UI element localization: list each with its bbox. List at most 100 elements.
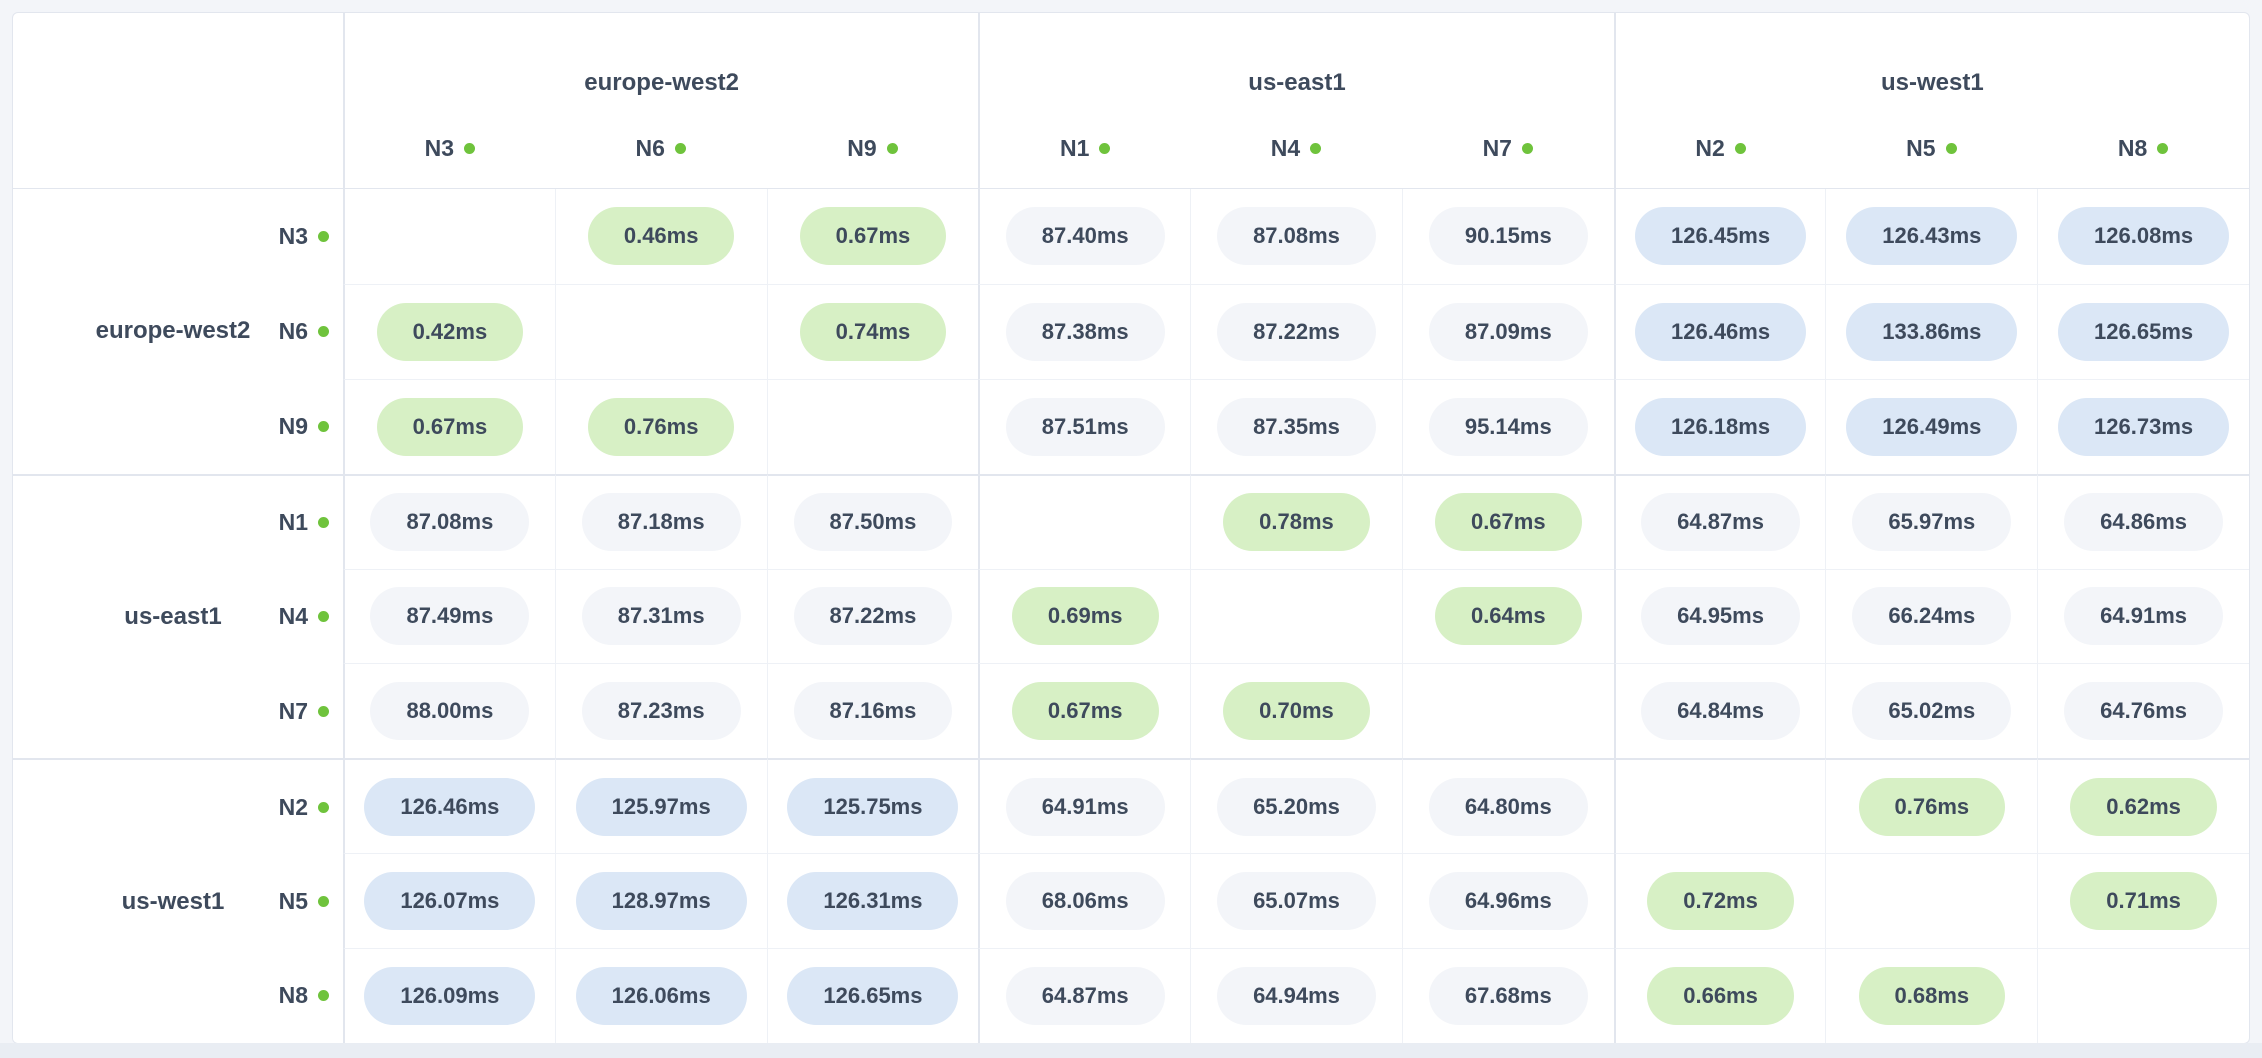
latency-pill: 126.65ms [2058, 302, 2230, 361]
node-status-dot [318, 420, 329, 432]
latency-cell-N1-N7: 0.67ms [1401, 473, 1614, 569]
latency-pill: 90.15ms [1428, 207, 1588, 266]
latency-cell-N3-N9: 0.67ms [766, 189, 979, 284]
latency-pill: 87.50ms [793, 493, 953, 552]
latency-pill: 126.43ms [1846, 207, 2018, 266]
row-node-header-N5: N5 [273, 855, 329, 949]
latency-pill: 65.20ms [1217, 777, 1376, 836]
latency-pill: 64.91ms [2064, 587, 2224, 646]
latency-pill: 0.71ms [2070, 872, 2217, 931]
column-node-label: N2 [1695, 135, 1725, 161]
latency-pill: 64.95ms [1641, 587, 1800, 646]
latency-pill: 64.96ms [1428, 872, 1588, 931]
latency-cell-N1-N2: 64.87ms [1613, 473, 1826, 569]
row-node-header-N3: N3 [273, 189, 329, 284]
latency-cell-N3-N3 [343, 189, 555, 284]
latency-pill: 87.38ms [1005, 302, 1165, 361]
latency-cell-N9-N6: 0.76ms [554, 378, 767, 474]
latency-cell-N6-N5: 133.86ms [1825, 283, 2038, 379]
latency-pill: 68.06ms [1005, 872, 1165, 931]
latency-cell-N6-N3: 0.42ms [343, 283, 555, 379]
latency-cell-N1-N6: 87.18ms [554, 473, 767, 569]
latency-cell-N1-N3: 87.08ms [343, 473, 555, 569]
latency-pill: 87.18ms [581, 493, 741, 552]
column-node-header-N8: N8 [2037, 109, 2249, 189]
latency-cell-N3-N4: 87.08ms [1190, 189, 1402, 284]
latency-pill: 0.72ms [1647, 872, 1794, 931]
latency-pill: 126.73ms [2058, 397, 2230, 456]
latency-cell-N1-N9: 87.50ms [766, 473, 979, 569]
latency-cell-N7-N9: 87.16ms [766, 663, 979, 759]
latency-pill: 0.67ms [376, 397, 524, 456]
node-status-dot [318, 705, 329, 717]
node-status-dot [318, 990, 329, 1002]
latency-pill: 64.91ms [1005, 777, 1165, 836]
node-status-dot [318, 325, 329, 337]
row-region-label: europe-west2 [95, 317, 251, 345]
latency-pill: 126.65ms [787, 967, 959, 1026]
latency-cell-N4-N7: 0.64ms [1401, 568, 1614, 664]
latency-cell-N8-N2: 0.66ms [1613, 948, 1826, 1043]
latency-cell-N8-N8 [2037, 948, 2249, 1043]
column-node-header-N5: N5 [1825, 109, 2038, 189]
latency-cell-N8-N5: 0.68ms [1825, 948, 2038, 1043]
column-region-header-europe-west2: europe-west2 [343, 13, 978, 109]
row-node-label: N3 [278, 222, 308, 249]
latency-pill: 126.46ms [1635, 302, 1807, 361]
latency-pill: 0.42ms [376, 302, 524, 361]
row-node-label: N2 [278, 793, 308, 820]
node-status-dot [1945, 143, 1957, 154]
latency-pill: 128.97ms [575, 872, 747, 931]
row-node-label: N6 [278, 317, 308, 344]
column-node-label: N7 [1482, 135, 1512, 161]
latency-pill: 87.23ms [581, 682, 741, 741]
horizontal-scrollbar-track[interactable] [0, 1043, 2262, 1058]
latency-cell-N4-N6: 87.31ms [554, 568, 767, 664]
latency-pill: 87.16ms [793, 682, 953, 741]
node-status-dot [464, 143, 476, 154]
latency-pill: 87.35ms [1217, 397, 1376, 456]
latency-pill: 64.86ms [2064, 493, 2224, 552]
latency-pill: 65.97ms [1852, 493, 2012, 552]
latency-cell-N9-N8: 126.73ms [2037, 378, 2249, 474]
column-node-header-N6: N6 [554, 109, 767, 189]
latency-pill: 126.31ms [787, 872, 959, 931]
latency-cell-N6-N2: 126.46ms [1613, 283, 1826, 379]
column-node-label: N1 [1060, 135, 1090, 161]
column-region-label: us-west1 [1880, 69, 1984, 96]
latency-cell-N1-N5: 65.97ms [1825, 473, 2038, 569]
latency-cell-N4-N5: 66.24ms [1825, 568, 2038, 664]
column-region-header-us-west1: us-west1 [1613, 13, 2249, 109]
latency-cell-N8-N4: 64.94ms [1190, 948, 1402, 1043]
latency-cell-N5-N5 [1825, 853, 2038, 949]
latency-pill: 64.87ms [1005, 967, 1165, 1026]
latency-pill: 0.66ms [1647, 967, 1794, 1026]
node-status-dot [1099, 143, 1111, 154]
latency-cell-N7-N4: 0.70ms [1190, 663, 1402, 759]
latency-pill: 95.14ms [1428, 397, 1588, 456]
node-status-dot [318, 896, 329, 908]
latency-pill: 125.97ms [575, 777, 747, 836]
latency-cell-N7-N7 [1401, 663, 1614, 759]
latency-pill: 87.40ms [1005, 207, 1165, 266]
column-node-label: N9 [847, 135, 877, 161]
latency-pill: 0.64ms [1434, 587, 1582, 646]
latency-pill: 0.70ms [1223, 682, 1370, 741]
latency-cell-N5-N9: 126.31ms [766, 853, 979, 949]
latency-cell-N5-N2: 0.72ms [1613, 853, 1826, 949]
column-node-label: N5 [1906, 135, 1936, 161]
latency-pill: 87.08ms [370, 493, 530, 552]
latency-cell-N4-N2: 64.95ms [1613, 568, 1826, 664]
row-node-header-N8: N8 [273, 949, 329, 1043]
row-region-label: us-east1 [124, 602, 222, 630]
latency-cell-N8-N3: 126.09ms [343, 948, 555, 1043]
latency-pill: 87.08ms [1217, 207, 1376, 266]
latency-cell-N4-N8: 64.91ms [2037, 568, 2249, 664]
latency-pill: 0.69ms [1011, 587, 1159, 646]
latency-cell-N3-N6: 0.46ms [554, 189, 767, 284]
row-region-header-europe-west2: europe-west2 N3 N6 N9 [13, 189, 343, 474]
latency-pill: 87.51ms [1005, 397, 1165, 456]
node-status-dot [318, 801, 329, 813]
latency-cell-N5-N3: 126.07ms [343, 853, 555, 949]
latency-cell-N9-N7: 95.14ms [1401, 378, 1614, 474]
